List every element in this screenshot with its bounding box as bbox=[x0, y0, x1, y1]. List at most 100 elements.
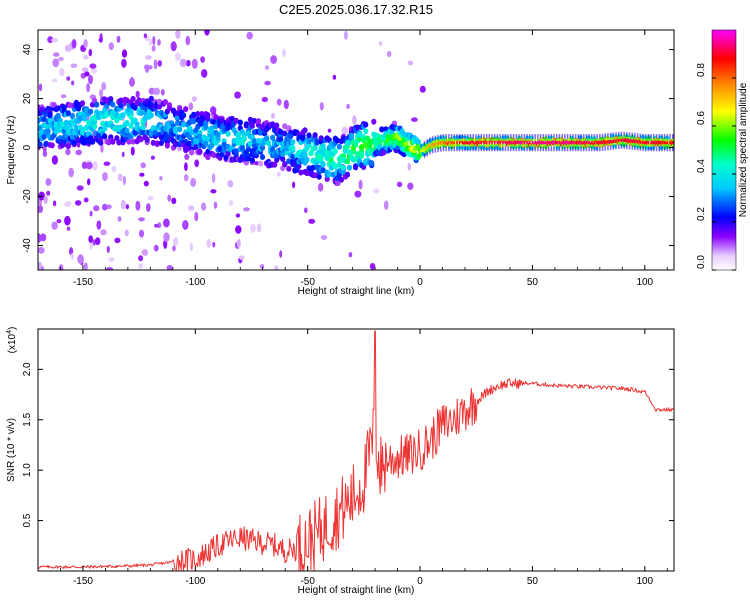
heatmap-cell bbox=[125, 204, 130, 210]
heatmap-cell bbox=[140, 162, 146, 169]
y-tick-label: -40 bbox=[22, 238, 33, 253]
heatmap-cell bbox=[661, 140, 663, 145]
heatmap-cell bbox=[75, 137, 82, 144]
heatmap-cell bbox=[227, 180, 234, 188]
heatmap-cell bbox=[90, 138, 96, 145]
snr-y-axis-label: SNR (10 * v/v) bbox=[6, 418, 17, 482]
heatmap-cell bbox=[187, 134, 193, 141]
heatmap-cell bbox=[407, 182, 414, 190]
heatmap-cell bbox=[283, 99, 289, 110]
heatmap-cell bbox=[172, 128, 179, 135]
heatmap-cell bbox=[65, 148, 71, 156]
heatmap-cell bbox=[556, 140, 558, 145]
heatmap-cell bbox=[71, 139, 77, 146]
heatmap-cell bbox=[558, 140, 561, 145]
y-tick-label: 0 bbox=[22, 144, 33, 150]
heatmap-cell bbox=[302, 152, 308, 159]
heatmap-cell bbox=[102, 172, 108, 182]
heatmap-cell bbox=[282, 123, 288, 130]
heatmap-cell bbox=[194, 159, 200, 168]
heatmap-cell bbox=[642, 140, 644, 145]
heatmap-cell bbox=[282, 161, 288, 168]
heatmap-cell bbox=[574, 140, 577, 145]
heatmap-cell bbox=[655, 140, 658, 145]
heatmap-cell bbox=[213, 114, 219, 121]
heatmap-cell bbox=[342, 147, 348, 154]
heatmap-cell bbox=[121, 49, 128, 58]
heatmap-cell bbox=[458, 140, 461, 145]
heatmap-cell bbox=[415, 143, 421, 150]
heatmap-cell bbox=[77, 115, 84, 122]
heatmap-cell bbox=[593, 140, 596, 145]
heatmap-cell bbox=[336, 143, 342, 150]
heatmap-cell bbox=[166, 105, 173, 112]
heatmap-cell bbox=[225, 130, 231, 137]
heatmap-cell bbox=[148, 38, 153, 46]
heatmap-cell bbox=[46, 190, 51, 196]
heatmap-cell bbox=[135, 200, 141, 211]
heatmap-cell bbox=[496, 140, 499, 145]
heatmap-cell bbox=[120, 199, 126, 210]
x-tick-label: 50 bbox=[527, 277, 539, 288]
heatmap-cell bbox=[130, 76, 134, 87]
heatmap-cell bbox=[609, 139, 612, 144]
heatmap-cell bbox=[66, 76, 71, 81]
heatmap-cell bbox=[85, 161, 93, 170]
heatmap-cell bbox=[183, 106, 189, 113]
heatmap-cell bbox=[38, 261, 42, 270]
heatmap-cell bbox=[203, 124, 209, 131]
heatmap-cell bbox=[138, 229, 145, 238]
heatmap-cell bbox=[114, 111, 120, 118]
heatmap-cell bbox=[228, 200, 234, 206]
heatmap-cell bbox=[346, 149, 353, 156]
heatmap-cell bbox=[45, 128, 51, 135]
heatmap-cell bbox=[52, 58, 60, 68]
heatmap-cell bbox=[523, 140, 526, 145]
heatmap-cell bbox=[469, 140, 472, 145]
heatmap-cell bbox=[172, 245, 176, 252]
x-tick-label: 100 bbox=[636, 576, 653, 587]
heatmap-cell bbox=[114, 237, 121, 244]
heatmap-cell bbox=[116, 35, 121, 43]
heatmap-cell bbox=[167, 194, 172, 202]
heatmap-cell bbox=[70, 63, 78, 68]
heatmap-cell bbox=[148, 112, 154, 119]
heatmap-cell bbox=[672, 140, 674, 145]
heatmap-cell bbox=[122, 175, 126, 186]
heatmap-cell bbox=[612, 139, 615, 143]
heatmap-cell bbox=[320, 161, 326, 168]
heatmap-cell bbox=[361, 137, 367, 144]
heatmap-cell bbox=[64, 44, 72, 52]
colorbar-gradient bbox=[711, 29, 737, 271]
heatmap-cell bbox=[162, 99, 168, 105]
heatmap-cell bbox=[601, 140, 604, 144]
heatmap-cell bbox=[631, 139, 633, 143]
heatmap-cell bbox=[153, 223, 160, 228]
heatmap-cell bbox=[247, 140, 253, 147]
heatmap-cell bbox=[534, 140, 536, 145]
heatmap-cell bbox=[518, 140, 520, 145]
colorbar-tick-label: 0.4 bbox=[696, 159, 707, 173]
heatmap-cell bbox=[448, 140, 450, 145]
heatmap-cell bbox=[647, 140, 650, 145]
heatmap-cell bbox=[564, 140, 566, 145]
heatmap-cell bbox=[120, 112, 126, 119]
heatmap-cell bbox=[143, 180, 149, 187]
heatmap-cell bbox=[464, 140, 466, 145]
heatmap-cell bbox=[81, 161, 88, 169]
heatmap-cell bbox=[211, 173, 216, 184]
heatmap-cell bbox=[259, 264, 265, 269]
heatmap-cell bbox=[450, 140, 453, 145]
heatmap-cell bbox=[145, 55, 152, 60]
heatmap-cell bbox=[255, 137, 262, 144]
heatmap-cell bbox=[64, 215, 71, 226]
spectrogram-panel: -150 -100 -50 0 50 100 -40 -20 0 20 40 Height of … bbox=[6, 29, 675, 297]
heatmap-cell bbox=[102, 203, 108, 211]
heatmap-cell bbox=[480, 140, 482, 145]
heatmap-cell bbox=[187, 140, 193, 147]
heatmap-cell bbox=[288, 133, 294, 139]
snr-series-line bbox=[38, 330, 674, 571]
heatmap-cell bbox=[426, 146, 428, 150]
heatmap-cell bbox=[100, 144, 104, 153]
